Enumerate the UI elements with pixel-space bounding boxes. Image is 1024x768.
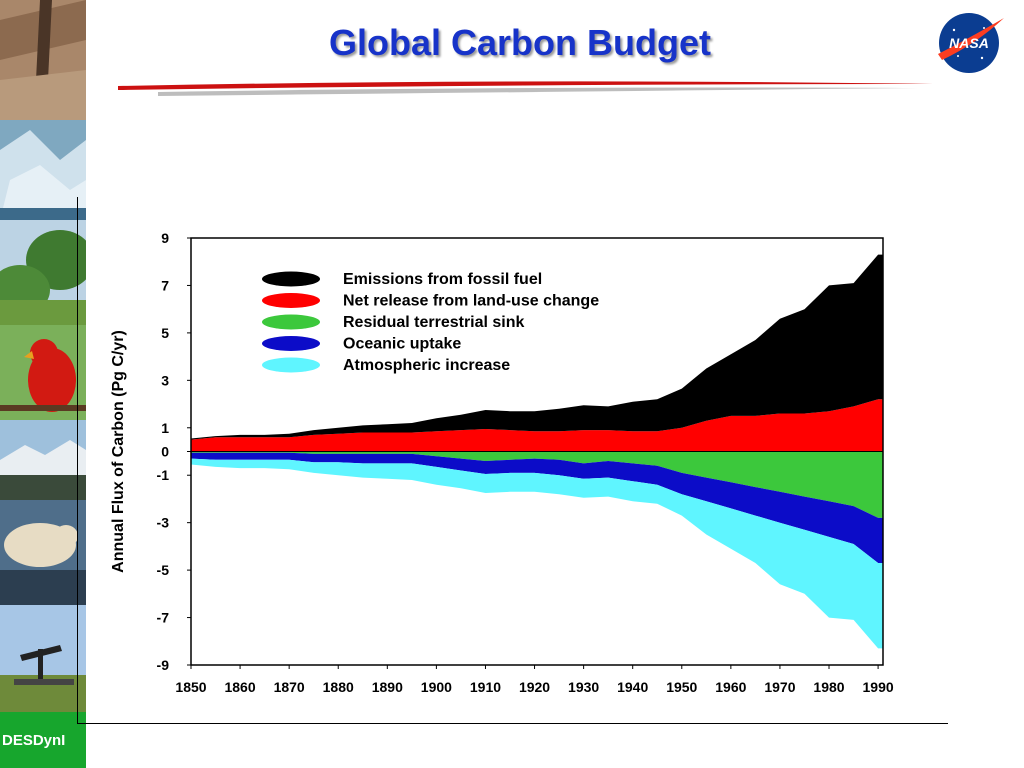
legend-swatch-atmospheric-increase bbox=[262, 357, 320, 373]
x-tick-label: 1920 bbox=[519, 679, 550, 695]
glacier-photo bbox=[0, 120, 86, 220]
y-tick-label: -5 bbox=[157, 562, 170, 578]
y-tick-label: 3 bbox=[161, 372, 169, 388]
nasa-logo: NASA bbox=[938, 13, 1004, 73]
x-tick-label: 1870 bbox=[274, 679, 305, 695]
slide-title: Global Carbon Budget bbox=[329, 22, 711, 63]
rock-fault-photo bbox=[0, 0, 86, 120]
chart-frame: 9 7 5 3 1 0 -1 -3 -5 -7 -9 1850 1860 1870 1880 1890 190… bbox=[77, 197, 949, 732]
forest-photo bbox=[0, 220, 86, 325]
x-tick-label: 1950 bbox=[666, 679, 697, 695]
y-tick-label: 0 bbox=[161, 444, 169, 460]
x-tick-label: 1890 bbox=[372, 679, 403, 695]
cardinal-photo bbox=[0, 325, 86, 420]
legend-label-atmospheric-increase: Atmospheric increase bbox=[343, 357, 510, 374]
x-tick-label: 1970 bbox=[764, 679, 795, 695]
mountain-lake-photo bbox=[0, 420, 86, 500]
carbon-budget-chart: 9 7 5 3 1 0 -1 -3 -5 -7 -9 1850 1860 1870 1880 1890 190… bbox=[77, 197, 948, 724]
polar-bear-photo bbox=[0, 500, 86, 605]
y-axis-label: Annual Flux of Carbon (Pg C/yr) bbox=[110, 330, 127, 573]
y-tick-label: 1 bbox=[161, 420, 169, 436]
y-tick-label: -1 bbox=[157, 467, 170, 483]
x-tick-label: 1900 bbox=[421, 679, 452, 695]
area-atmospheric-increase bbox=[191, 458, 883, 649]
x-tick-label: 1930 bbox=[568, 679, 599, 695]
y-tick-label: 9 bbox=[161, 230, 169, 246]
oil-pump-photo bbox=[0, 605, 86, 712]
x-tick-label: 1980 bbox=[813, 679, 844, 695]
legend-label-net-release-from-land-use-change: Net release from land-use change bbox=[343, 293, 599, 310]
legend-swatch-emissions-from-fossil-fuel bbox=[262, 271, 320, 287]
y-tick-label: 7 bbox=[161, 277, 169, 293]
legend-label-emissions-from-fossil-fuel: Emissions from fossil fuel bbox=[343, 271, 542, 288]
y-tick-label: -9 bbox=[157, 657, 170, 673]
area-net-release-from-land-use-change bbox=[191, 399, 883, 452]
area-oceanic-uptake bbox=[191, 452, 883, 563]
x-axis: 1850 1860 1870 1880 1890 1900 1910 1920 1930 1940… bbox=[175, 665, 894, 695]
x-tick-label: 1990 bbox=[863, 679, 894, 695]
area-emissions-from-fossil-fuel bbox=[191, 254, 883, 440]
brand-label: DESDynI bbox=[0, 712, 86, 768]
x-tick-label: 1880 bbox=[323, 679, 354, 695]
y-axis: 9 7 5 3 1 0 -1 -3 -5 -7 -9 bbox=[157, 230, 191, 673]
legend-label-oceanic-uptake: Oceanic uptake bbox=[343, 336, 461, 353]
legend-label-residual-terrestrial-sink: Residual terrestrial sink bbox=[343, 314, 525, 331]
nasa-logo-text: NASA bbox=[949, 35, 989, 51]
area-layers bbox=[191, 254, 883, 649]
legend-swatch-residual-terrestrial-sink bbox=[262, 314, 320, 330]
legend: Emissions from fossil fuel Net release fr… bbox=[262, 271, 599, 374]
y-tick-label: -7 bbox=[157, 610, 170, 626]
photo-strip: DESDynI bbox=[0, 0, 86, 768]
x-tick-label: 1960 bbox=[715, 679, 746, 695]
legend-swatch-oceanic-uptake bbox=[262, 336, 320, 351]
y-tick-label: 5 bbox=[161, 325, 169, 341]
y-tick-label: -3 bbox=[157, 515, 170, 531]
x-tick-label: 1850 bbox=[175, 679, 206, 695]
title-swoosh bbox=[118, 81, 933, 96]
x-tick-label: 1910 bbox=[470, 679, 501, 695]
x-tick-label: 1940 bbox=[617, 679, 648, 695]
x-tick-label: 1860 bbox=[224, 679, 255, 695]
area-residual-terrestrial-sink bbox=[191, 451, 883, 518]
legend-swatch-net-release-from-land-use-change bbox=[262, 293, 320, 308]
